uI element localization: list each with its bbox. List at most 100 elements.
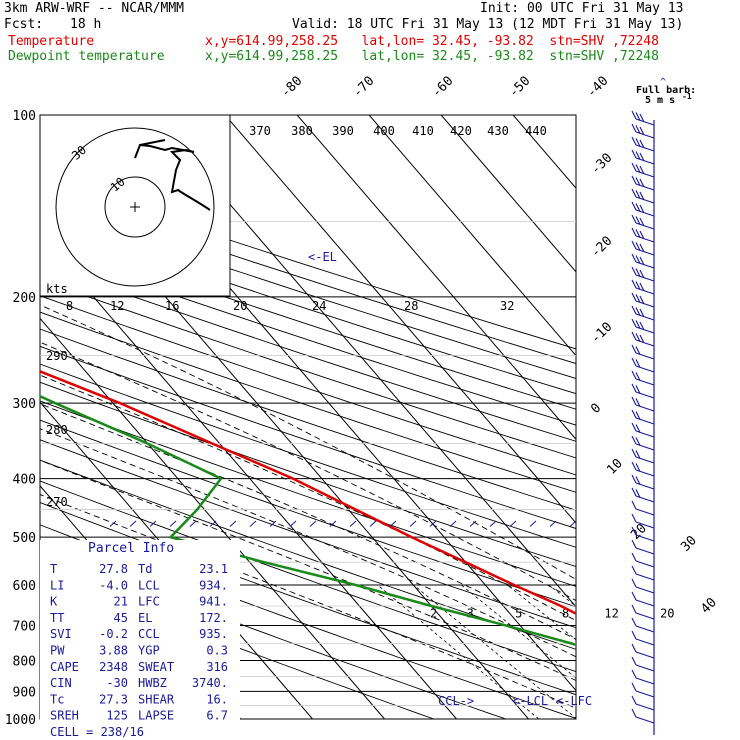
wind-barb-feather <box>631 123 637 133</box>
isotherm-line <box>152 115 576 608</box>
wind-barb-feather <box>631 552 637 562</box>
wind-barb-feather <box>639 178 645 188</box>
wind-barb <box>635 339 655 347</box>
wind-barb-feather <box>631 474 637 484</box>
wind-barb-feather <box>631 357 637 367</box>
parcel-key: PW <box>50 644 65 658</box>
parcel-info-panel: Parcel Info T 27.8 Td 23.1 LI -4.0 LCL 934. K 21 L… <box>40 540 240 739</box>
wind-barb-feather <box>635 125 641 134</box>
wind-barb-feather <box>635 281 641 290</box>
parcel-value: 172. <box>199 611 228 625</box>
mixing-ratio-label: 2 <box>430 606 437 620</box>
speed-label: 20 <box>233 299 247 313</box>
wind-barb-feather <box>631 266 637 276</box>
wind-barb <box>635 482 655 490</box>
parcel-value: -30 <box>106 676 128 690</box>
wind-barb-feather <box>635 450 641 459</box>
isotherm-line <box>224 115 576 524</box>
wind-barb <box>635 170 655 178</box>
wind-barb-feather <box>635 437 641 446</box>
parcel-value: 2348 <box>99 660 128 674</box>
wind-barb-feather <box>631 279 637 289</box>
wind-barb <box>635 235 655 243</box>
isotherm-label: -30 <box>588 151 615 178</box>
wind-barb-feather <box>631 643 637 653</box>
wind-barb-feather <box>639 295 645 305</box>
parcel-key: CCL <box>138 627 160 641</box>
parcel-key: K <box>50 595 58 609</box>
speed-label: 12 <box>110 299 124 313</box>
surface-wind-tick <box>149 520 157 527</box>
wind-barb-feather <box>631 201 637 211</box>
wind-barb-feather <box>631 409 637 419</box>
wind-barb-feather <box>631 383 637 393</box>
mixing-ratio-label: 20 <box>660 606 674 620</box>
isotherm-label: 10 <box>604 456 626 478</box>
wind-barb <box>635 261 655 269</box>
parcel-key: LCL <box>138 578 160 592</box>
theta-label: 440 <box>525 124 547 138</box>
isotherm-line <box>368 115 576 357</box>
wind-barb-feather <box>635 372 641 381</box>
wind-barb-feather <box>631 448 637 458</box>
surface-wind-tick <box>429 520 437 527</box>
isotherm-label: -80 <box>278 74 305 101</box>
wind-barb-feather <box>635 398 641 407</box>
wind-barb-feather <box>635 346 641 355</box>
isotherm-label: -60 <box>429 74 456 101</box>
wind-barb-feather <box>635 307 641 316</box>
forecast-hour: 18 h <box>70 17 102 32</box>
parcel-value: 16. <box>206 692 228 706</box>
wind-barb <box>635 443 655 451</box>
wind-barb-feather <box>631 136 637 146</box>
hodograph-ring-outer <box>55 127 215 287</box>
surface-wind-tick <box>229 520 237 527</box>
wind-barb-feather <box>631 695 637 705</box>
surface-wind-tick <box>349 520 357 527</box>
wind-barb-feather <box>639 126 645 136</box>
wind-barb-feather <box>635 255 641 264</box>
wind-barb <box>635 651 655 659</box>
theta-label: 400 <box>373 124 395 138</box>
isotherm-label: -20 <box>588 234 615 261</box>
wind-barb <box>635 612 655 620</box>
parcel-key: LFC <box>138 595 160 609</box>
wind-barb-feather <box>639 113 645 123</box>
wind-barb-feather <box>635 229 641 238</box>
wind-barb-feather <box>639 139 645 149</box>
parcel-key: HWBZ <box>138 676 167 690</box>
surface-wind-tick <box>329 520 337 527</box>
wind-barb-feather <box>631 656 637 666</box>
theta-label: 380 <box>291 124 313 138</box>
parcel-key: T <box>50 562 57 576</box>
isotherm-label: 0 <box>588 401 604 417</box>
wind-barb-feather <box>631 318 637 328</box>
wind-barb <box>635 144 655 152</box>
isotherm-label: -70 <box>350 74 377 101</box>
surface-wind-tick <box>529 520 537 527</box>
parcel-key: CIN <box>50 676 72 690</box>
parcel-value: 21 <box>114 595 128 609</box>
parcel-value: 934. <box>199 578 228 592</box>
wind-barb-feather <box>635 333 641 342</box>
parcel-value: 6.7 <box>206 709 228 723</box>
wind-barb-feather <box>631 292 637 302</box>
parcel-value: -4.0 <box>99 578 128 592</box>
wind-barb-feather <box>631 682 637 692</box>
surface-wind-tick <box>549 520 557 527</box>
surface-wind-tick <box>129 520 137 527</box>
dewpoint-trace <box>40 394 576 647</box>
lfc-marker: <-LFC <box>556 694 592 708</box>
wind-barb <box>635 209 655 217</box>
wind-barb <box>635 521 655 529</box>
temperature-location: x,y=614.99,258.25 lat,lon= 32.45, -93.82… <box>205 34 659 49</box>
wind-barb-feather <box>631 396 637 406</box>
height-label: 290 <box>46 349 68 363</box>
wind-barb <box>635 560 655 568</box>
parcel-value: 27.8 <box>99 562 128 576</box>
wind-barb-feather <box>631 435 637 445</box>
wind-barb-feather <box>631 240 637 250</box>
wind-barb-feather <box>631 591 637 601</box>
parcel-value: 23.1 <box>199 562 228 576</box>
mixing-ratio-label: 3 <box>467 606 474 620</box>
